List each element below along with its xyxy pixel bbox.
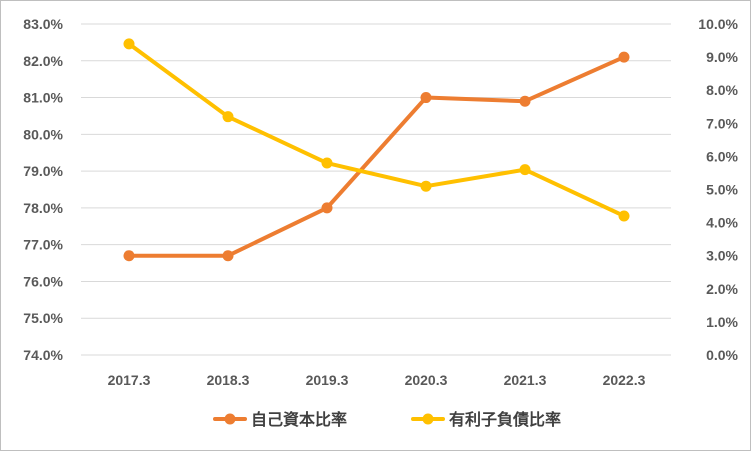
right-tick-label: 5.0% [706,182,738,198]
x-tick-label: 2022.3 [603,372,646,388]
left-tick-label: 74.0% [23,347,63,363]
left-tick-label: 82.0% [23,53,63,69]
left-axis: 74.0% 75.0% 76.0% 77.0% 78.0% 79.0% 80.0% 81.0%… [23,16,63,363]
data-point [222,111,234,123]
left-tick-label: 78.0% [23,200,63,216]
x-axis: 2017.3 2018.3 2019.3 2020.3 2021.3 2022.3 [108,372,646,388]
left-tick-label: 83.0% [23,16,63,32]
legend-marker [422,413,434,425]
left-tick-label: 80.0% [23,126,63,142]
legend: 自己資本比率 有利子負債比率 [213,410,561,429]
legend-label: 自己資本比率 [251,410,347,429]
data-point [618,51,630,63]
series-layer [123,38,630,262]
data-point [123,38,135,50]
x-tick-label: 2019.3 [306,372,349,388]
right-tick-label: 4.0% [706,215,738,231]
series-line-0 [127,55,626,258]
data-point [420,92,432,104]
right-tick-label: 3.0% [706,248,738,264]
right-tick-label: 0.0% [706,347,738,363]
data-point [420,180,432,192]
right-tick-label: 10.0% [698,16,738,32]
right-tick-label: 1.0% [706,314,738,330]
left-tick-label: 79.0% [23,163,63,179]
left-gridlines [81,23,671,356]
x-tick-label: 2020.3 [405,372,448,388]
data-point [321,202,333,214]
legend-marker [224,413,236,425]
x-tick-label: 2017.3 [108,372,151,388]
data-point [519,164,531,176]
data-point [618,210,630,222]
right-axis: 0.0% 1.0% 2.0% 3.0% 4.0% 5.0% 6.0% 7.0% 8.0% 9.0%… [698,16,738,363]
right-tick-label: 6.0% [706,148,738,164]
x-tick-label: 2018.3 [207,372,250,388]
data-point [519,95,531,107]
left-tick-label: 75.0% [23,310,63,326]
left-tick-label: 77.0% [23,237,63,253]
data-point [123,250,135,262]
left-tick-label: 76.0% [23,273,63,289]
left-tick-label: 81.0% [23,90,63,106]
legend-label: 有利子負債比率 [449,410,561,429]
data-point [222,250,234,262]
data-point [321,157,333,169]
x-tick-label: 2021.3 [504,372,547,388]
series-line-1 [127,41,626,218]
right-tick-label: 8.0% [706,82,738,98]
right-tick-label: 2.0% [706,281,738,297]
right-tick-label: 7.0% [706,115,738,131]
right-tick-label: 9.0% [706,49,738,65]
